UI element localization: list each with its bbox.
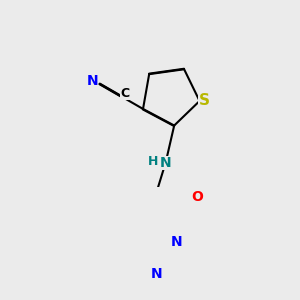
Text: H: H (148, 155, 158, 168)
Text: S: S (198, 94, 209, 109)
Text: O: O (191, 190, 203, 204)
Text: N: N (160, 156, 171, 170)
Text: N: N (87, 74, 98, 88)
Text: N: N (151, 267, 163, 281)
Text: C: C (121, 87, 130, 100)
Text: N: N (171, 235, 183, 249)
